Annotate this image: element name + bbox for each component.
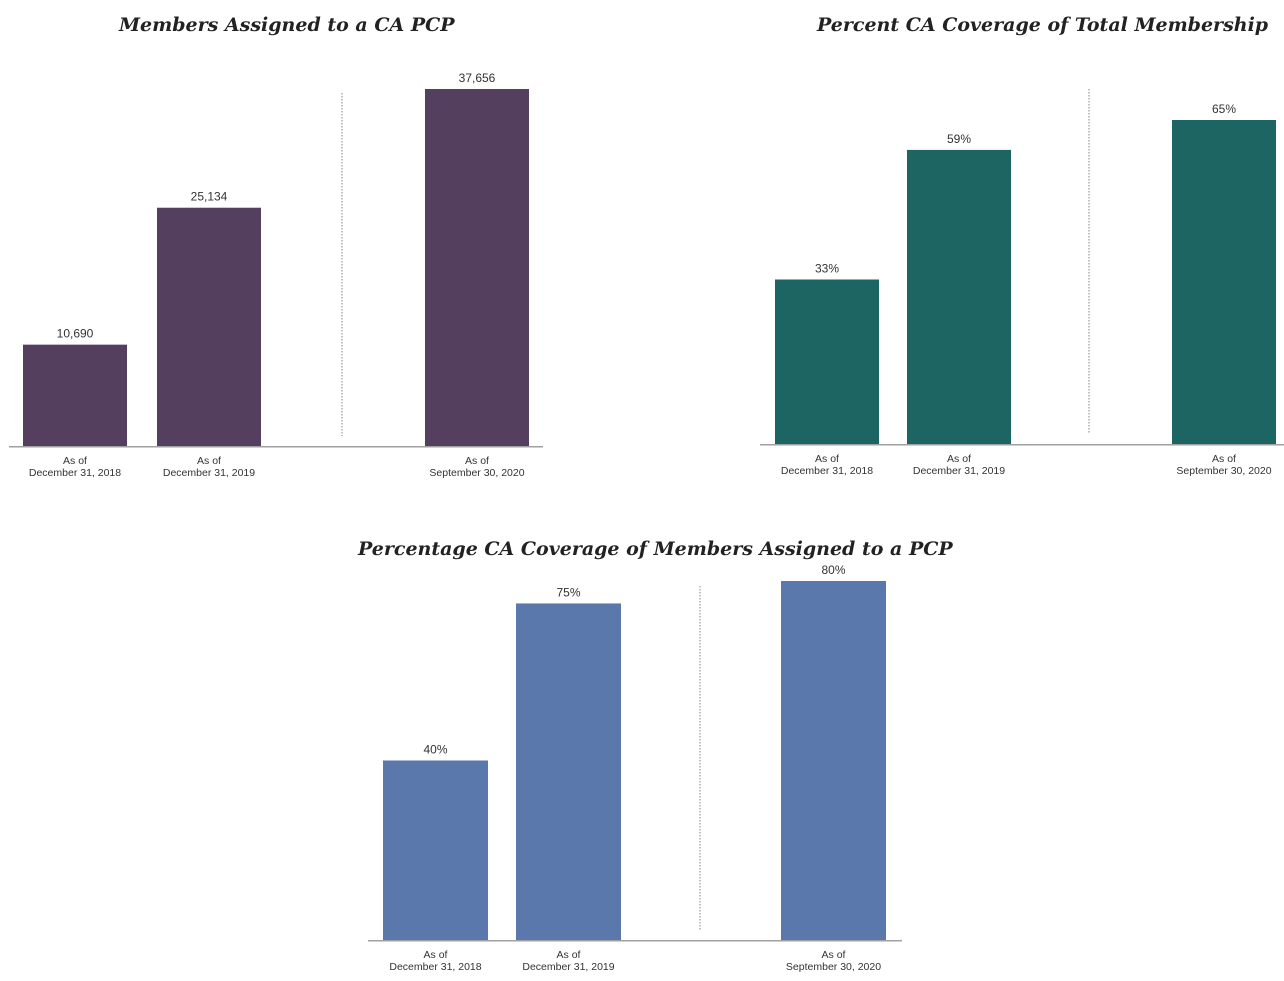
members-category-label-3-line-1: As of bbox=[465, 455, 489, 467]
members-pcp-bar-2 bbox=[516, 603, 621, 940]
chart-title-percentage-members-pcp: Percentage CA Coverage of Members Assign… bbox=[358, 538, 953, 560]
total-membership-category-label-1-line-1: As of bbox=[815, 453, 839, 465]
total-membership-value-label-1: 33% bbox=[815, 262, 839, 276]
members-pcp-value-label-2: 75% bbox=[556, 585, 580, 599]
members-bar-3 bbox=[425, 89, 529, 446]
total-membership-bar-2 bbox=[907, 149, 1011, 444]
members-pcp-category-label-3-line-1: As of bbox=[822, 949, 846, 961]
members-category-label-1-line-1: As of bbox=[63, 455, 87, 467]
members-pcp-category-label-1-line-2: December 31, 2018 bbox=[389, 961, 481, 973]
members-category-label-1-line-2: December 31, 2018 bbox=[29, 467, 121, 479]
total-membership-category-label-3-line-1: As of bbox=[1212, 453, 1236, 465]
chart-title-members-assigned: Members Assigned to a CA PCP bbox=[119, 14, 455, 36]
members-category-label-3-line-2: September 30, 2020 bbox=[429, 467, 524, 479]
members-pcp-category-label-2-line-1: As of bbox=[557, 949, 581, 961]
members-pcp-category-label-2-line-2: December 31, 2019 bbox=[522, 961, 614, 973]
members-category-label-2-line-1: As of bbox=[197, 455, 221, 467]
members-pcp-bar-1 bbox=[383, 760, 488, 940]
total-membership-category-label-2-line-2: December 31, 2019 bbox=[913, 465, 1005, 477]
members-value-label-2: 25,134 bbox=[191, 190, 228, 204]
members-bar-2 bbox=[157, 207, 261, 446]
total-membership-bar-3 bbox=[1172, 120, 1276, 444]
members-category-label-2-line-2: December 31, 2019 bbox=[163, 467, 255, 479]
members-pcp-category-label-3-line-2: September 30, 2020 bbox=[786, 961, 881, 973]
total-membership-category-label-1-line-2: December 31, 2018 bbox=[781, 465, 873, 477]
total-membership-value-label-2: 59% bbox=[947, 132, 971, 146]
members-pcp-value-label-3: 80% bbox=[821, 563, 845, 577]
members-bar-1 bbox=[23, 344, 127, 446]
members-value-label-1: 10,690 bbox=[57, 327, 94, 341]
total-membership-value-label-3: 65% bbox=[1212, 102, 1236, 116]
members-pcp-value-label-1: 40% bbox=[423, 743, 447, 757]
total-membership-bar-1 bbox=[775, 279, 879, 444]
total-membership-category-label-2-line-1: As of bbox=[947, 453, 971, 465]
members-pcp-category-label-1-line-1: As of bbox=[424, 949, 448, 961]
chart-title-percent-total-membership: Percent CA Coverage of Total Membership bbox=[817, 14, 1269, 36]
members-value-label-3: 37,656 bbox=[459, 71, 496, 85]
total-membership-category-label-3-line-2: September 30, 2020 bbox=[1176, 465, 1271, 477]
members-pcp-bar-3 bbox=[781, 581, 886, 940]
